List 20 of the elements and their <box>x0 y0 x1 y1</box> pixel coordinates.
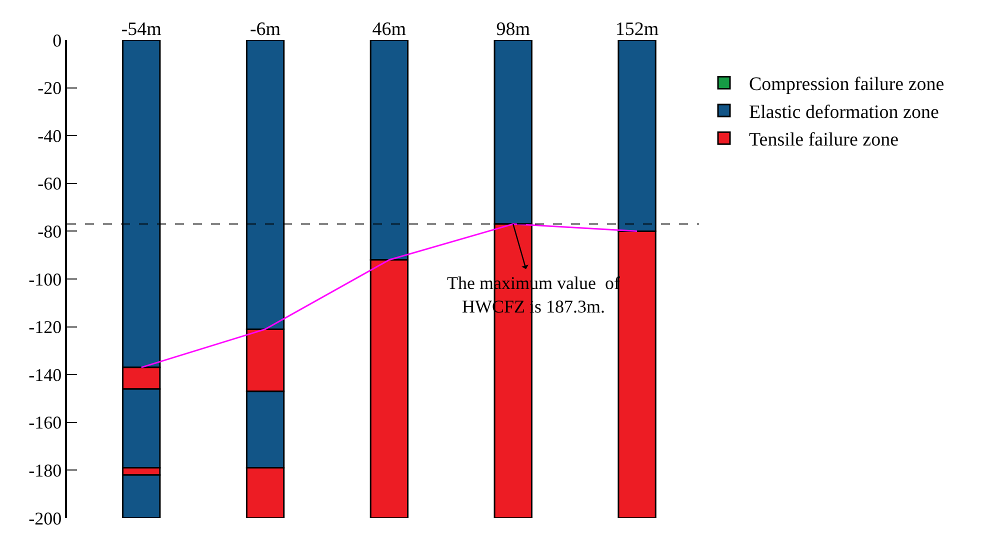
legend-label: Tensile failure zone <box>749 130 899 151</box>
y-tick-label: 0 <box>52 30 62 50</box>
x-tick-label: 46m <box>372 19 406 40</box>
y-tick-label: -160 <box>28 412 62 433</box>
legend-label: Compression failure zone <box>749 74 944 96</box>
x-tick-label: 152m <box>615 19 659 40</box>
x-tick-label: 98m <box>496 19 530 40</box>
y-tick-label: -200 <box>28 508 62 528</box>
y-tick-label: -80 <box>38 222 62 242</box>
y-tick-label: -60 <box>38 174 62 194</box>
legend-label: Elastic deformation zone <box>749 102 939 123</box>
x-tick-label: -54m <box>121 19 162 40</box>
line-series <box>140 223 638 368</box>
y-tick-label: -120 <box>28 317 62 338</box>
y-tick-label: -180 <box>28 460 62 480</box>
y-tick-label: -100 <box>28 269 62 290</box>
x-tick-label: -6m <box>250 19 281 40</box>
y-tick-label: -140 <box>28 364 62 385</box>
y-tick-label: -40 <box>38 126 62 146</box>
y-tick-label: -20 <box>38 78 62 98</box>
